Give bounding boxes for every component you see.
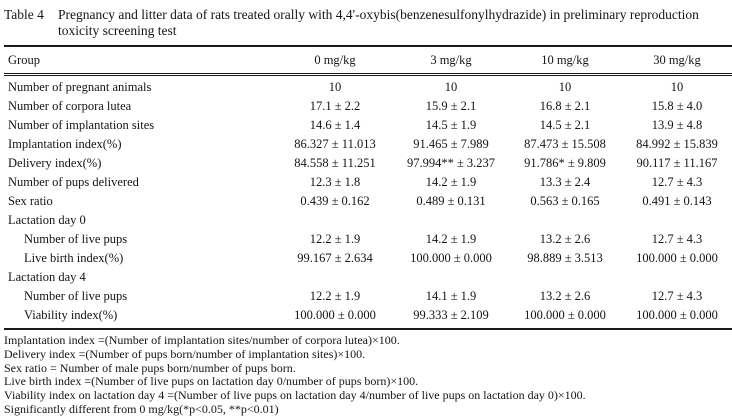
- section-label: Lactation day 4: [8, 270, 86, 284]
- cell-value: 14.2 ± 1.9: [425, 232, 477, 246]
- cell-value: 91.465 ± 7.989: [413, 137, 489, 151]
- cell-value: 100.000 ± 0.000: [524, 308, 606, 322]
- cell-value: 12.7 ± 4.3: [651, 289, 703, 303]
- row-label: Viability index(%): [24, 308, 118, 322]
- row-label: Live birth index(%): [24, 251, 124, 265]
- row-label: Number of pups delivered: [8, 175, 139, 189]
- data-table: Group 0 mg/kg 3 mg/kg 10 mg/kg 30 mg/kg …: [4, 45, 732, 330]
- cell-value: 12.2 ± 1.9: [309, 289, 361, 303]
- table-section-row: Lactation day 4: [4, 268, 732, 287]
- table-row: Number of live pups 12.2 ± 1.9 14.2 ± 1.…: [4, 230, 732, 249]
- table-body: Number of pregnant animals 10 10 10 10 N…: [4, 76, 732, 328]
- table-row: Number of pups delivered 12.3 ± 1.8 14.2…: [4, 173, 732, 192]
- cell-value: 12.2 ± 1.9: [309, 232, 361, 246]
- table-row: Number of live pups 12.2 ± 1.9 14.1 ± 1.…: [4, 287, 732, 306]
- cell-value: 13.3 ± 2.4: [539, 175, 591, 189]
- table-row: Number of implantation sites 14.6 ± 1.4 …: [4, 116, 732, 135]
- cell-value: 14.6 ± 1.4: [309, 118, 361, 132]
- cell-value: 0.563 ± 0.165: [530, 194, 600, 208]
- cell-value: 12.7 ± 4.3: [651, 175, 703, 189]
- cell-value: 97.994** ± 3.237: [406, 156, 496, 170]
- cell-value: 0.491 ± 0.143: [642, 194, 712, 208]
- row-label: Number of live pups: [24, 232, 128, 246]
- cell-value: 86.327 ± 11.013: [294, 137, 376, 151]
- cell-value: 16.8 ± 2.1: [539, 99, 591, 113]
- footnote-sex-ratio: Sex ratio = Number of male pups born/num…: [4, 360, 296, 375]
- table-row: Number of corpora lutea 17.1 ± 2.2 15.9 …: [4, 97, 732, 116]
- cell-value: 100.000 ± 0.000: [410, 251, 492, 265]
- footnote-live-birth-index: Live birth index =(Number of live pups o…: [4, 374, 419, 389]
- row-label: Sex ratio: [8, 194, 53, 208]
- row-label: Number of live pups: [24, 289, 128, 303]
- cell-value: 90.117 ± 11.167: [636, 156, 718, 170]
- table-row: Delivery index(%) 84.558 ± 11.251 97.994…: [4, 154, 732, 173]
- cell-value: 12.3 ± 1.8: [309, 175, 361, 189]
- cell-value: 10: [558, 80, 572, 94]
- footnote-significance: Significantly different from 0 mg/kg(*p<…: [4, 401, 279, 416]
- column-header-dose-0: 0 mg/kg: [314, 52, 356, 67]
- cell-value: 99.167 ± 2.634: [297, 251, 373, 265]
- table-number: Table 4: [4, 7, 44, 22]
- cell-value: 0.439 ± 0.162: [300, 194, 370, 208]
- table-row: Viability index(%) 100.000 ± 0.000 99.33…: [4, 306, 732, 325]
- cell-value: 10: [444, 80, 458, 94]
- row-label: Number of implantation sites: [8, 118, 155, 132]
- cell-value: 14.1 ± 1.9: [425, 289, 477, 303]
- cell-value: 12.7 ± 4.3: [651, 232, 703, 246]
- table-footnotes: Implantation index =(Number of implantat…: [4, 333, 728, 417]
- cell-value: 100.000 ± 0.000: [636, 308, 718, 322]
- row-label: Number of corpora lutea: [8, 99, 132, 113]
- table-caption: Table 4 Pregnancy and litter data of rat…: [4, 7, 728, 39]
- cell-value: 14.5 ± 2.1: [539, 118, 591, 132]
- cell-value: 13.2 ± 2.6: [539, 289, 591, 303]
- cell-value: 98.889 ± 3.513: [527, 251, 603, 265]
- footnote-delivery-index: Delivery index =(Number of pups born/num…: [4, 346, 366, 361]
- cell-value: 14.5 ± 1.9: [425, 118, 477, 132]
- section-label: Lactation day 0: [8, 213, 86, 227]
- cell-value: 14.2 ± 1.9: [425, 175, 477, 189]
- cell-value: 100.000 ± 0.000: [294, 308, 376, 322]
- row-label: Number of pregnant animals: [8, 80, 152, 94]
- column-header-group: Group: [8, 52, 40, 67]
- cell-value: 13.9 ± 4.8: [651, 118, 703, 132]
- table-row: Number of pregnant animals 10 10 10 10: [4, 78, 732, 97]
- cell-value: 10: [328, 80, 342, 94]
- footnote-viability-index: Viability index on lactation day 4 =(Num…: [4, 388, 586, 403]
- cell-value: 100.000 ± 0.000: [636, 251, 718, 265]
- cell-value: 91.786* ± 9.809: [524, 156, 606, 170]
- cell-value: 10: [670, 80, 684, 94]
- footnote-implantation-index: Implantation index =(Number of implantat…: [4, 333, 400, 347]
- cell-value: 17.1 ± 2.2: [309, 99, 361, 113]
- column-header-dose-3: 3 mg/kg: [430, 52, 472, 67]
- cell-value: 15.8 ± 4.0: [651, 99, 703, 113]
- cell-value: 99.333 ± 2.109: [413, 308, 489, 322]
- row-label: Delivery index(%): [8, 156, 102, 170]
- table-row: Implantation index(%) 86.327 ± 11.013 91…: [4, 135, 732, 154]
- column-header-dose-30: 30 mg/kg: [653, 52, 701, 67]
- cell-value: 0.489 ± 0.131: [416, 194, 486, 208]
- column-header-dose-10: 10 mg/kg: [541, 52, 589, 67]
- table-row: Sex ratio 0.439 ± 0.162 0.489 ± 0.131 0.…: [4, 192, 732, 211]
- table-caption-text: Pregnancy and litter data of rats treate…: [58, 7, 699, 38]
- cell-value: 84.558 ± 11.251: [294, 156, 376, 170]
- cell-value: 13.2 ± 2.6: [539, 232, 591, 246]
- cell-value: 15.9 ± 2.1: [425, 99, 477, 113]
- table-section-row: Lactation day 0: [4, 211, 732, 230]
- cell-value: 87.473 ± 15.508: [524, 137, 606, 151]
- table-row: Live birth index(%) 99.167 ± 2.634 100.0…: [4, 249, 732, 268]
- row-label: Implantation index(%): [8, 137, 122, 151]
- table-header-row: Group 0 mg/kg 3 mg/kg 10 mg/kg 30 mg/kg: [4, 47, 732, 76]
- cell-value: 84.992 ± 15.839: [636, 137, 718, 151]
